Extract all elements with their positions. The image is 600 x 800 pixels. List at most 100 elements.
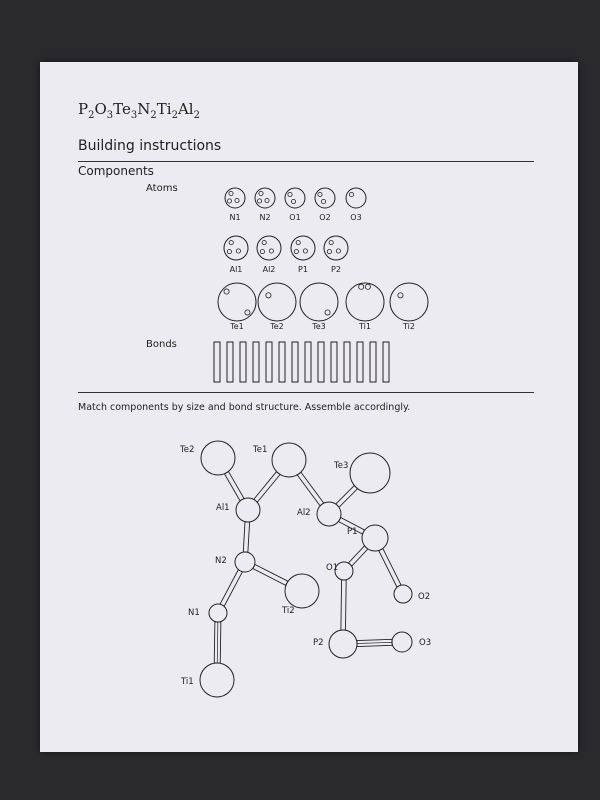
atom-component (256, 235, 282, 261)
formula-element: P (78, 100, 89, 118)
bond-hole (295, 240, 301, 246)
molecule-bond (296, 471, 325, 507)
bond-hole (264, 197, 270, 203)
molecule-bond (223, 470, 245, 502)
molecule-atom-label: N1 (188, 608, 200, 618)
bond-hole (328, 240, 334, 246)
molecule-atom-label: Te2 (179, 445, 194, 455)
atom-component (223, 235, 249, 261)
bond-hole (256, 198, 262, 204)
atom-component-label: P2 (331, 265, 341, 274)
molecule-bond-divider (216, 621, 219, 664)
atom-component-label: Ti2 (402, 322, 415, 331)
bond-hole (302, 248, 308, 254)
atom-component (290, 235, 316, 261)
molecule-bond (253, 471, 281, 503)
bond-hole (397, 292, 404, 299)
bond-component (356, 341, 364, 383)
formula-subscript: 2 (150, 110, 157, 121)
molecule-bond (219, 569, 243, 607)
bond-hole (268, 248, 274, 254)
bond-hole (226, 249, 232, 255)
bond-component (252, 341, 260, 383)
atom-component (345, 282, 385, 322)
bond-hole (326, 249, 332, 255)
molecule-atom (391, 631, 413, 653)
formula-subscript: 2 (193, 110, 200, 121)
formula-element: N (137, 100, 151, 118)
formula-element: Te (113, 100, 131, 118)
bond-component (226, 341, 234, 383)
molecule-atom (271, 442, 307, 478)
molecule-atom (361, 524, 389, 552)
molecule-atom (234, 551, 256, 573)
molecule-atom-label: Al2 (297, 508, 311, 518)
atom-component-label: Ti1 (358, 322, 371, 331)
bond-hole (228, 240, 234, 246)
atom-component (389, 282, 429, 322)
molecule-atom-label: O2 (418, 592, 430, 602)
bond-hole (293, 249, 299, 255)
divider (78, 161, 534, 162)
molecule-bond (242, 521, 251, 553)
instruction-sheet: P2O3Te3N2Ti2Al2 Building instructions Co… (40, 62, 578, 752)
molecule-atom-label: Ti2 (281, 606, 295, 616)
atom-component-label: Te2 (269, 322, 284, 331)
bond-component (317, 341, 325, 383)
atom-component (314, 187, 336, 209)
page-title: Building instructions (78, 138, 222, 154)
bond-hole (348, 191, 354, 197)
formula-subscript: 3 (130, 110, 138, 121)
molecule-atom-label: Ti1 (180, 677, 194, 687)
atom-component-label: Al2 (263, 265, 276, 274)
bond-hole (228, 190, 234, 196)
bond-component (382, 341, 390, 383)
formula-element: Ti (156, 100, 172, 118)
atom-component (224, 187, 246, 209)
bond-hole (244, 309, 251, 316)
atom-component (345, 187, 367, 209)
bond-hole (317, 191, 323, 197)
bond-component (239, 341, 247, 383)
atom-component-label: O2 (319, 213, 330, 222)
atom-component-label: Al1 (230, 265, 243, 274)
molecule-atom-label: Te3 (333, 461, 348, 471)
atom-component (323, 235, 349, 261)
bond-hole (265, 292, 272, 299)
bond-component (213, 341, 221, 383)
bond-component (343, 341, 351, 383)
molecule-atom (349, 452, 391, 494)
bond-hole (235, 248, 241, 254)
bond-hole (364, 283, 371, 290)
molecule-atom-label: O1 (326, 563, 338, 573)
molecule-atom (328, 629, 358, 659)
bond-hole (358, 283, 365, 290)
atom-component (299, 282, 339, 322)
molecule-atom (316, 501, 342, 527)
atom-component-label: N1 (229, 213, 240, 222)
bond-component (369, 341, 377, 383)
molecule-atom (199, 662, 235, 698)
molecule-atom-label: P1 (347, 527, 358, 537)
bond-hole (226, 198, 232, 204)
bond-hole (335, 248, 341, 254)
molecule-atom (200, 440, 236, 476)
bond-component (304, 341, 312, 383)
bond-component (278, 341, 286, 383)
bond-component (265, 341, 273, 383)
molecule-atom (284, 573, 320, 609)
molecule-bond (378, 547, 402, 588)
atom-component (257, 282, 297, 322)
molecule-atom (235, 497, 261, 523)
formula-element: Al (177, 100, 194, 118)
molecule-atom (334, 561, 354, 581)
bond-hole (223, 288, 230, 295)
atom-component-label: Te3 (311, 322, 326, 331)
bond-hole (259, 249, 265, 255)
atoms-label: Atoms (146, 183, 178, 194)
atom-component (254, 187, 276, 209)
molecule-atom-label: Al1 (216, 503, 230, 513)
molecule-bond-divider (356, 641, 393, 644)
components-and-molecule-drawing: N1 N2 O1 O2 O3 Al1 Al2 P1 P2 Te1 Te2 Te3 Ti1 Ti2 Te2 Te… (179, 187, 431, 698)
bond-hole (320, 198, 326, 204)
